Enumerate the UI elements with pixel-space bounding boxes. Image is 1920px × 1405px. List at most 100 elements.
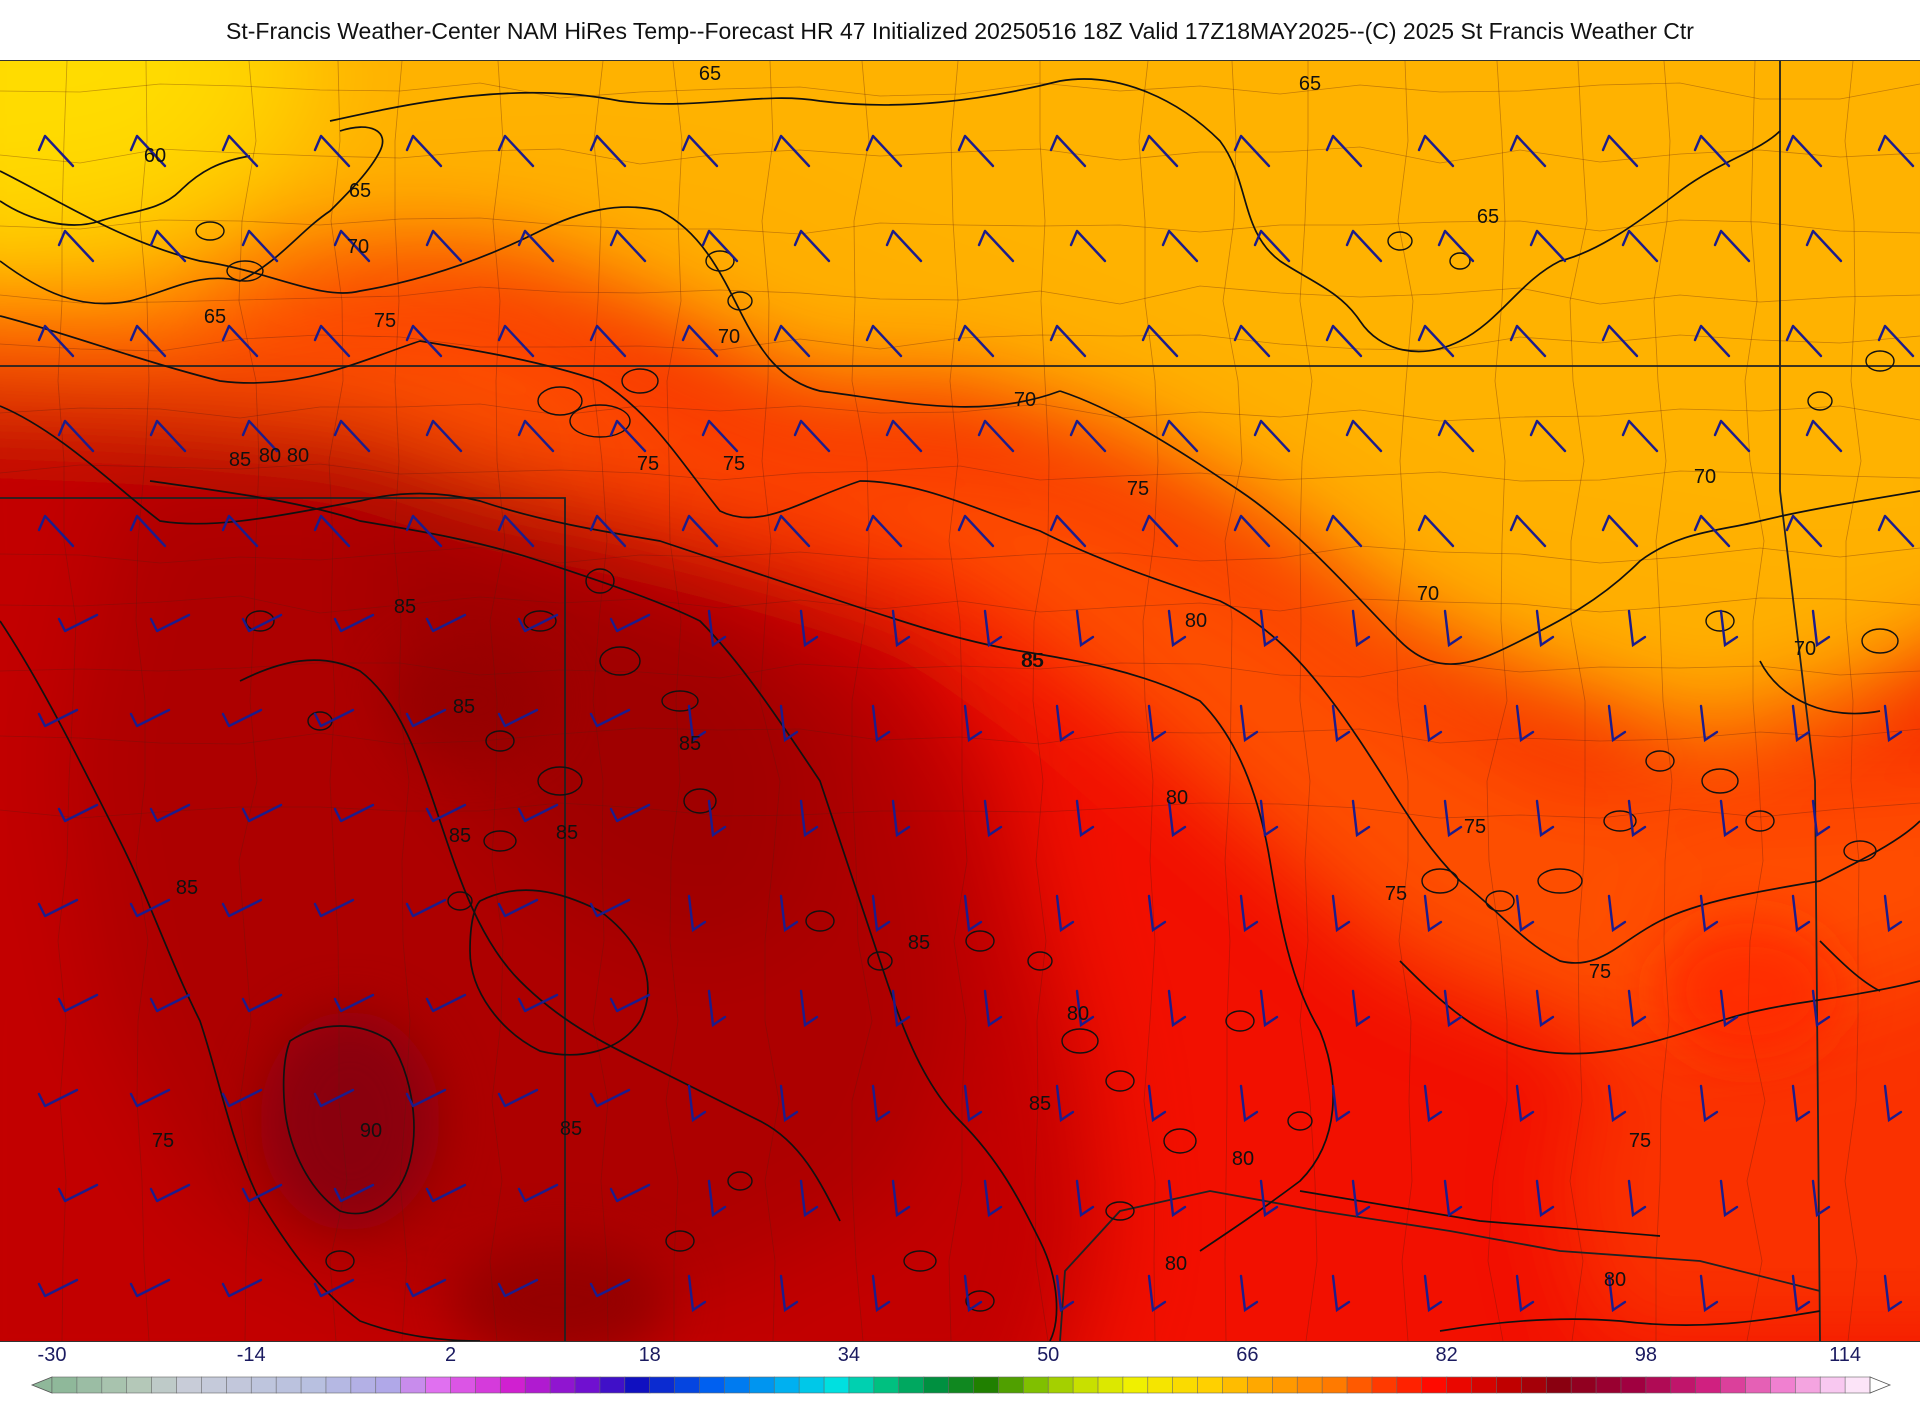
wind-barb	[221, 1278, 263, 1298]
wind-barb	[681, 324, 719, 358]
wind-barb	[1239, 1084, 1259, 1123]
wind-barb	[1075, 1179, 1095, 1218]
isotherm-label: 75	[1589, 961, 1611, 983]
wind-barb	[1877, 134, 1915, 168]
wind-barb	[1345, 419, 1383, 453]
colorbar-tick-label: 2	[444, 1344, 457, 1366]
wind-barb	[957, 324, 995, 358]
wind-barb	[1509, 514, 1547, 548]
wind-barb	[687, 704, 707, 743]
wind-barb	[149, 613, 191, 633]
isotherm-blob	[683, 788, 717, 814]
wind-barb	[1049, 324, 1087, 358]
isotherm-blob	[665, 1230, 695, 1252]
wind-barb	[687, 894, 707, 933]
wind-barb	[871, 1084, 891, 1123]
wind-barb	[1233, 134, 1271, 168]
wind-barb	[57, 1183, 99, 1203]
isotherm-blob	[599, 646, 641, 676]
wind-barb	[1331, 894, 1351, 933]
wind-barb	[517, 419, 555, 453]
wind-barb	[701, 419, 739, 453]
wind-barb	[149, 1183, 191, 1203]
isotherm-blob	[1105, 1201, 1135, 1221]
wind-barb	[425, 229, 463, 263]
wind-barb	[241, 229, 279, 263]
wind-barb	[1627, 609, 1647, 648]
wind-barb	[333, 803, 375, 823]
isotherm-blob	[1807, 391, 1833, 411]
wind-barb	[1345, 229, 1383, 263]
wind-barb	[313, 708, 355, 728]
wind-barb	[1331, 704, 1351, 743]
wind-barb	[1601, 514, 1639, 548]
isotherm-label: 65	[1477, 206, 1499, 228]
isotherm-label: 80	[1185, 610, 1207, 632]
wind-barb	[773, 324, 811, 358]
wind-barb	[707, 1179, 727, 1218]
isotherm-blob	[1861, 628, 1899, 654]
wind-barb	[871, 704, 891, 743]
wind-barb	[779, 894, 799, 933]
isotherm-blob	[569, 404, 631, 438]
wind-barb	[129, 898, 171, 918]
wind-barb	[1055, 1274, 1075, 1313]
wind-barb	[57, 993, 99, 1013]
wind-barb	[1239, 1274, 1259, 1313]
wind-barb	[1049, 134, 1087, 168]
isotherm-label: 85	[679, 733, 701, 755]
isotherm-blob	[1287, 1111, 1313, 1131]
wind-barb	[1791, 1084, 1811, 1123]
wind-barb	[1699, 1084, 1719, 1123]
isotherm-blob	[1225, 1010, 1255, 1032]
wind-barb	[779, 704, 799, 743]
wind-barb	[129, 708, 171, 728]
colorbar-cell	[1570, 1376, 1597, 1394]
colorbar-cell	[998, 1376, 1024, 1394]
isotherm-label: 85	[1022, 650, 1044, 672]
wind-barb	[1719, 1179, 1739, 1218]
colorbar-cell	[1172, 1376, 1199, 1394]
wind-barb	[1699, 1274, 1719, 1313]
colorbar-tick-label: 114	[1829, 1344, 1862, 1366]
wind-barb	[799, 609, 819, 648]
colorbar-cell	[699, 1376, 726, 1394]
wind-barb	[425, 613, 467, 633]
wind-barb	[405, 134, 443, 168]
colorbar-cell	[176, 1376, 203, 1394]
isotherm-blob	[1163, 1128, 1197, 1154]
wind-barb	[149, 419, 187, 453]
colorbar-tick-label: 82	[1435, 1344, 1458, 1366]
wind-barb	[37, 898, 79, 918]
isotherm-blob	[805, 910, 835, 932]
wind-barb	[333, 613, 375, 633]
colorbar-cell	[425, 1376, 452, 1394]
isotherm-label: 80	[1604, 1269, 1626, 1291]
wind-barb	[1141, 134, 1179, 168]
isotherm-label: 70	[1794, 638, 1816, 660]
colorbar-cell	[1745, 1376, 1772, 1394]
wind-barb	[1141, 324, 1179, 358]
wind-barb	[589, 898, 631, 918]
wind-barb	[1239, 894, 1259, 933]
wind-barb	[891, 799, 911, 838]
isotherm-label: 65	[349, 180, 371, 202]
isotherm-blob	[537, 766, 583, 796]
colorbar-cell	[1670, 1376, 1697, 1394]
colorbar-cell	[350, 1376, 377, 1394]
isotherm-85-inner	[239, 659, 841, 1222]
colorbar-cell	[524, 1376, 551, 1394]
colorbar-cell	[823, 1376, 850, 1394]
colorbar-tick-label: 66	[1236, 1344, 1259, 1366]
wind-barb	[149, 993, 191, 1013]
wind-barb	[1331, 1084, 1351, 1123]
isotherm-blob	[485, 730, 515, 752]
isotherm-label: 75	[723, 453, 745, 475]
wind-barb	[1791, 704, 1811, 743]
colorbar-cell	[549, 1376, 576, 1394]
isotherm-label: 85	[1021, 650, 1043, 672]
wind-barb	[1351, 1179, 1371, 1218]
colorbar-cell	[201, 1376, 228, 1394]
colorbar-cell	[300, 1376, 327, 1394]
wind-barb	[129, 1278, 171, 1298]
